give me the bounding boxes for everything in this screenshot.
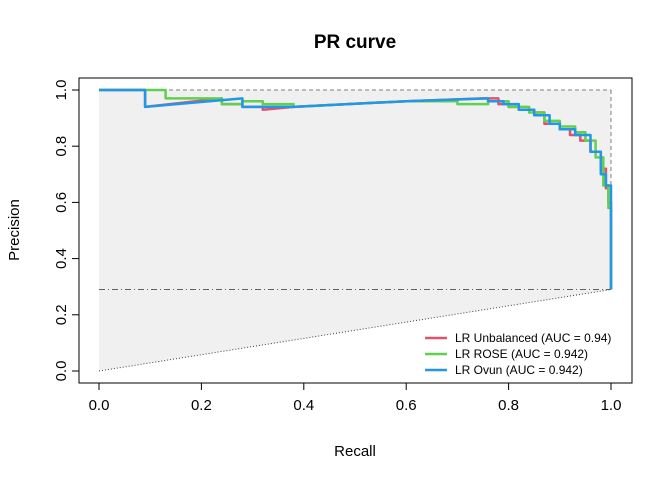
y-axis-label: Precision — [6, 199, 23, 261]
legend-label-2: LR ROSE (AUC = 0.942) — [455, 347, 588, 361]
x-axis-label: Recall — [334, 443, 376, 460]
series-line-3 — [99, 88, 613, 290]
shaded-region — [99, 90, 611, 371]
lower-bound-line — [98, 289, 612, 372]
x-tick-label: 0.8 — [498, 397, 519, 414]
legend-label-1: LR Unbalanced (AUC = 0.94) — [455, 331, 611, 345]
y-tick-label: 0.4 — [53, 248, 70, 269]
x-tick-label: 0.2 — [191, 397, 212, 414]
plot-area: 0.0 0.2 0.4 0.6 0.8 1.0 0.0 0.2 0.4 0.6 0.8 1.0 LR U… — [53, 77, 633, 414]
x-tick-label: 0.6 — [396, 397, 417, 414]
x-tick-label: 0.0 — [89, 397, 110, 414]
legend-label-3: LR Ovun (AUC = 0.942) — [455, 363, 583, 377]
chart-title: PR curve — [314, 32, 396, 53]
x-tick-label: 0.4 — [293, 397, 314, 414]
y-tick-label: 0.0 — [53, 361, 70, 382]
x-tick-label: 1.0 — [601, 397, 622, 414]
y-tick-label: 0.6 — [53, 192, 70, 213]
y-tick-label: 0.8 — [53, 136, 70, 157]
y-tick-label: 0.2 — [53, 304, 70, 325]
y-tick-label: 1.0 — [53, 80, 70, 101]
